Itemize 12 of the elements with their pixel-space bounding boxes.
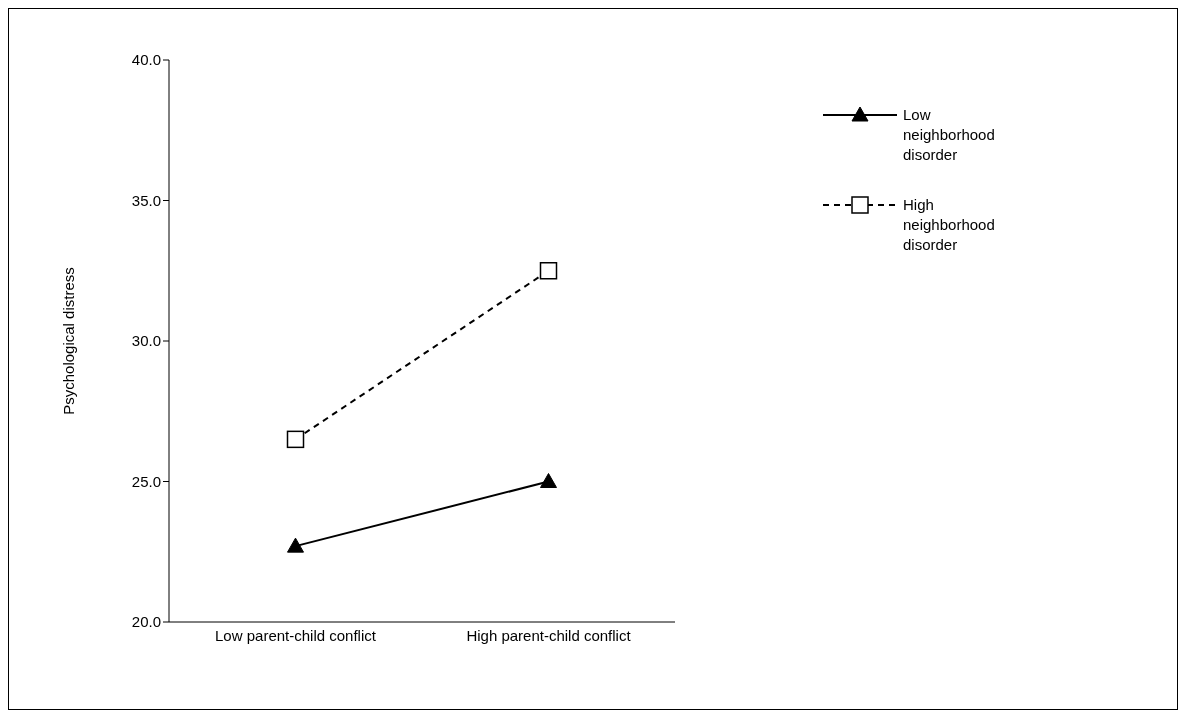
x-tick-label: High parent-child conflict [466, 626, 632, 644]
y-tick-label: 30.0 [131, 332, 161, 350]
y-tick-label: 35.0 [131, 191, 161, 209]
y-tick-label: 20.0 [131, 613, 161, 631]
x-tick-label: Low parent-child conflict [215, 626, 377, 644]
y-axis-title: Psychological distress [60, 267, 78, 415]
y-tick-label: 25.0 [131, 472, 161, 490]
y-tick-label: 40.0 [131, 51, 161, 69]
point [539, 262, 558, 280]
legend-label: High neighborhood disorder [903, 195, 996, 255]
point [286, 430, 305, 449]
legend-label: Low neighborhood disorder [903, 105, 996, 165]
